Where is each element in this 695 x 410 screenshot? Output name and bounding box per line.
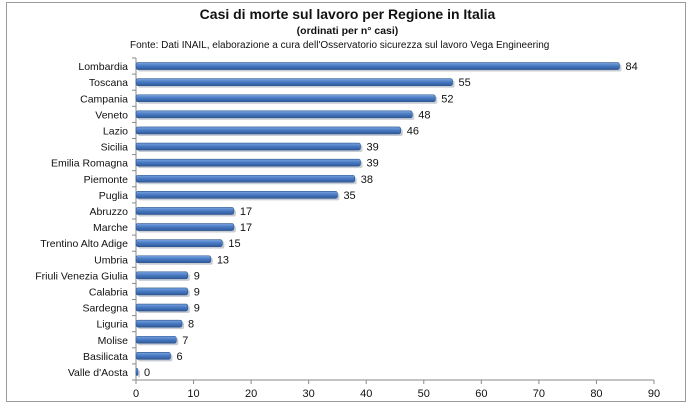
value-label: 38 xyxy=(361,174,373,186)
value-label: 84 xyxy=(625,61,637,73)
x-tick-label: 50 xyxy=(418,388,430,400)
category-label: Trentino Alto Adige xyxy=(40,238,128,250)
bar xyxy=(135,158,361,167)
bar xyxy=(135,287,189,296)
category-label: Piemonte xyxy=(84,174,129,186)
value-label: 39 xyxy=(366,142,378,154)
category-label: Veneto xyxy=(95,109,128,121)
value-label: 17 xyxy=(240,222,252,234)
value-label: 7 xyxy=(182,335,188,347)
value-label: 35 xyxy=(343,190,355,202)
bar-shadow xyxy=(138,370,140,378)
x-tick-label: 10 xyxy=(187,388,199,400)
bar xyxy=(135,78,453,86)
bar xyxy=(135,110,413,119)
bar xyxy=(135,223,235,231)
value-label: 8 xyxy=(188,319,194,331)
value-label: 13 xyxy=(217,254,229,266)
x-tick-label: 60 xyxy=(475,388,487,400)
value-label: 55 xyxy=(459,77,471,89)
bar xyxy=(135,271,189,280)
value-label: 9 xyxy=(194,303,200,315)
value-label: 9 xyxy=(194,270,200,282)
value-label: 15 xyxy=(228,238,240,250)
x-tick-label: 0 xyxy=(133,388,139,400)
chart-source: Fonte: Dati INAIL, elaborazione a cura d… xyxy=(130,40,550,51)
category-label: Sardegna xyxy=(82,303,128,315)
value-label: 0 xyxy=(144,367,150,379)
bar xyxy=(135,319,183,328)
category-label: Emilia Romagna xyxy=(51,158,128,170)
category-label: Sicilia xyxy=(101,142,129,154)
x-tick-label: 30 xyxy=(303,388,315,400)
bar xyxy=(135,174,356,183)
x-tick-label: 20 xyxy=(245,388,257,400)
category-label: Puglia xyxy=(99,190,128,202)
category-label: Molise xyxy=(98,335,129,347)
category-label: Basilicata xyxy=(83,351,128,363)
x-tick-label: 70 xyxy=(533,388,545,400)
value-label: 46 xyxy=(407,125,419,137)
bar xyxy=(135,207,235,215)
category-label: Umbria xyxy=(94,254,128,266)
category-label: Abruzzo xyxy=(89,206,128,218)
category-label: Marche xyxy=(93,222,128,234)
value-label: 48 xyxy=(418,109,430,121)
category-label: Toscana xyxy=(89,77,128,89)
x-tick-label: 90 xyxy=(648,388,660,400)
bar xyxy=(135,303,189,312)
category-label: Liguria xyxy=(96,319,128,331)
bar xyxy=(135,62,620,70)
bar xyxy=(135,142,361,151)
chart-subtitle: (ordinati per n° casi) xyxy=(296,25,399,37)
category-label: Friuli Venezia Giulia xyxy=(35,270,128,282)
x-tick-label: 40 xyxy=(360,388,372,400)
bar xyxy=(135,335,177,344)
category-label: Lazio xyxy=(103,125,128,137)
value-label: 6 xyxy=(177,351,183,363)
bar xyxy=(135,191,338,199)
category-label: Valle d'Aosta xyxy=(68,367,128,379)
category-label: Campania xyxy=(80,93,128,105)
x-tick-label: 80 xyxy=(590,388,602,400)
value-label: 39 xyxy=(366,158,378,170)
value-label: 52 xyxy=(441,93,453,105)
category-label: Lombardia xyxy=(78,61,128,73)
bar xyxy=(135,352,171,360)
bar xyxy=(135,255,212,264)
bar xyxy=(135,94,436,103)
bar xyxy=(135,239,223,247)
category-label: Calabria xyxy=(89,286,128,298)
bar xyxy=(135,368,139,376)
value-label: 9 xyxy=(194,286,200,298)
bar xyxy=(135,126,402,135)
chart-title: Casi di morte sul lavoro per Regione in … xyxy=(199,6,496,22)
value-label: 17 xyxy=(240,206,252,218)
